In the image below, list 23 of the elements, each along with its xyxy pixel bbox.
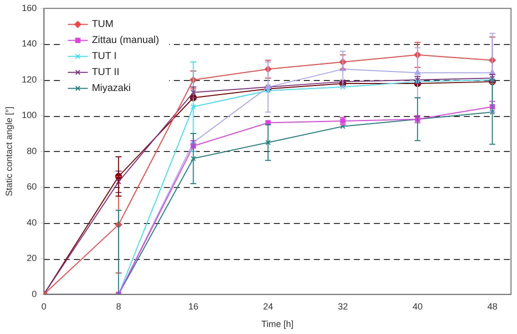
y-tick-label: 20	[26, 253, 37, 264]
x-tick-label: 24	[263, 301, 274, 312]
y-tick-label: 160	[22, 2, 37, 13]
y-axis-title: Static contact angle [°]	[4, 106, 14, 196]
legend-label: TUT II	[92, 67, 120, 78]
x-tick-label: 8	[116, 301, 122, 312]
y-tick-label: 100	[22, 110, 37, 120]
y-tick-label: 40	[26, 217, 37, 228]
x-axis-title: Time [h]	[261, 319, 294, 330]
y-tick-label: 140	[22, 38, 37, 49]
x-tick-label: 48	[487, 301, 498, 312]
y-tick-label: 0	[32, 288, 37, 299]
x-tick-label: 32	[338, 301, 348, 312]
y-tick-label: 120	[22, 74, 37, 84]
x-tick-label: 16	[188, 301, 198, 312]
y-tick-label: 80	[26, 146, 37, 156]
legend-label: TUM	[92, 19, 114, 30]
y-tick-label: 60	[26, 182, 37, 192]
legend-label: Miyazaki	[92, 83, 131, 94]
x-tick-label: 40	[412, 301, 423, 312]
legend-label: Zittau (manual)	[92, 35, 160, 46]
legend-label: TUT I	[92, 51, 117, 62]
x-tick-label: 0	[41, 301, 46, 312]
